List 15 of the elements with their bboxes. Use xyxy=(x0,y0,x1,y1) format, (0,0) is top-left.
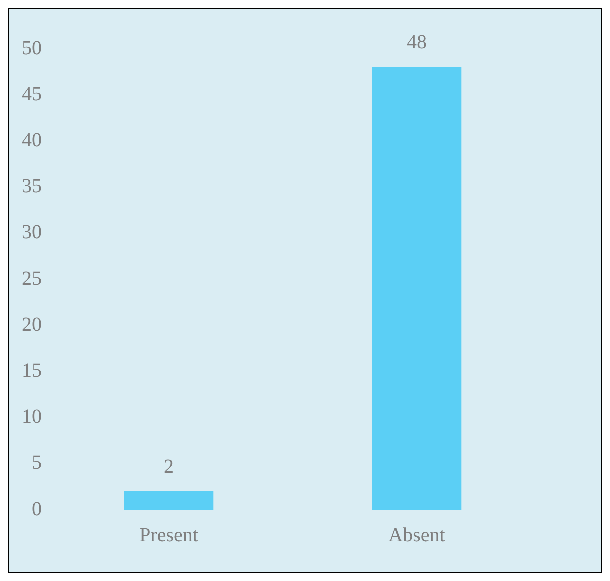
y-tick-label: 5 xyxy=(32,452,42,474)
y-tick-label: 10 xyxy=(22,406,42,428)
y-tick-label: 35 xyxy=(22,176,42,198)
x-tick-label: Absent xyxy=(388,524,446,546)
y-tick-label: 50 xyxy=(22,37,42,60)
y-tick-label: 45 xyxy=(22,83,42,106)
y-tick-label: 0 xyxy=(32,498,42,520)
x-tick-label: Present xyxy=(140,524,199,546)
data-label: 2 xyxy=(164,456,174,478)
y-tick-label: 25 xyxy=(22,268,42,290)
y-tick-label: 30 xyxy=(22,222,42,244)
y-tick-label: 15 xyxy=(22,360,42,382)
y-tick-label: 20 xyxy=(22,314,42,336)
y-tick-label: 40 xyxy=(22,129,42,152)
data-label: 48 xyxy=(407,32,427,54)
